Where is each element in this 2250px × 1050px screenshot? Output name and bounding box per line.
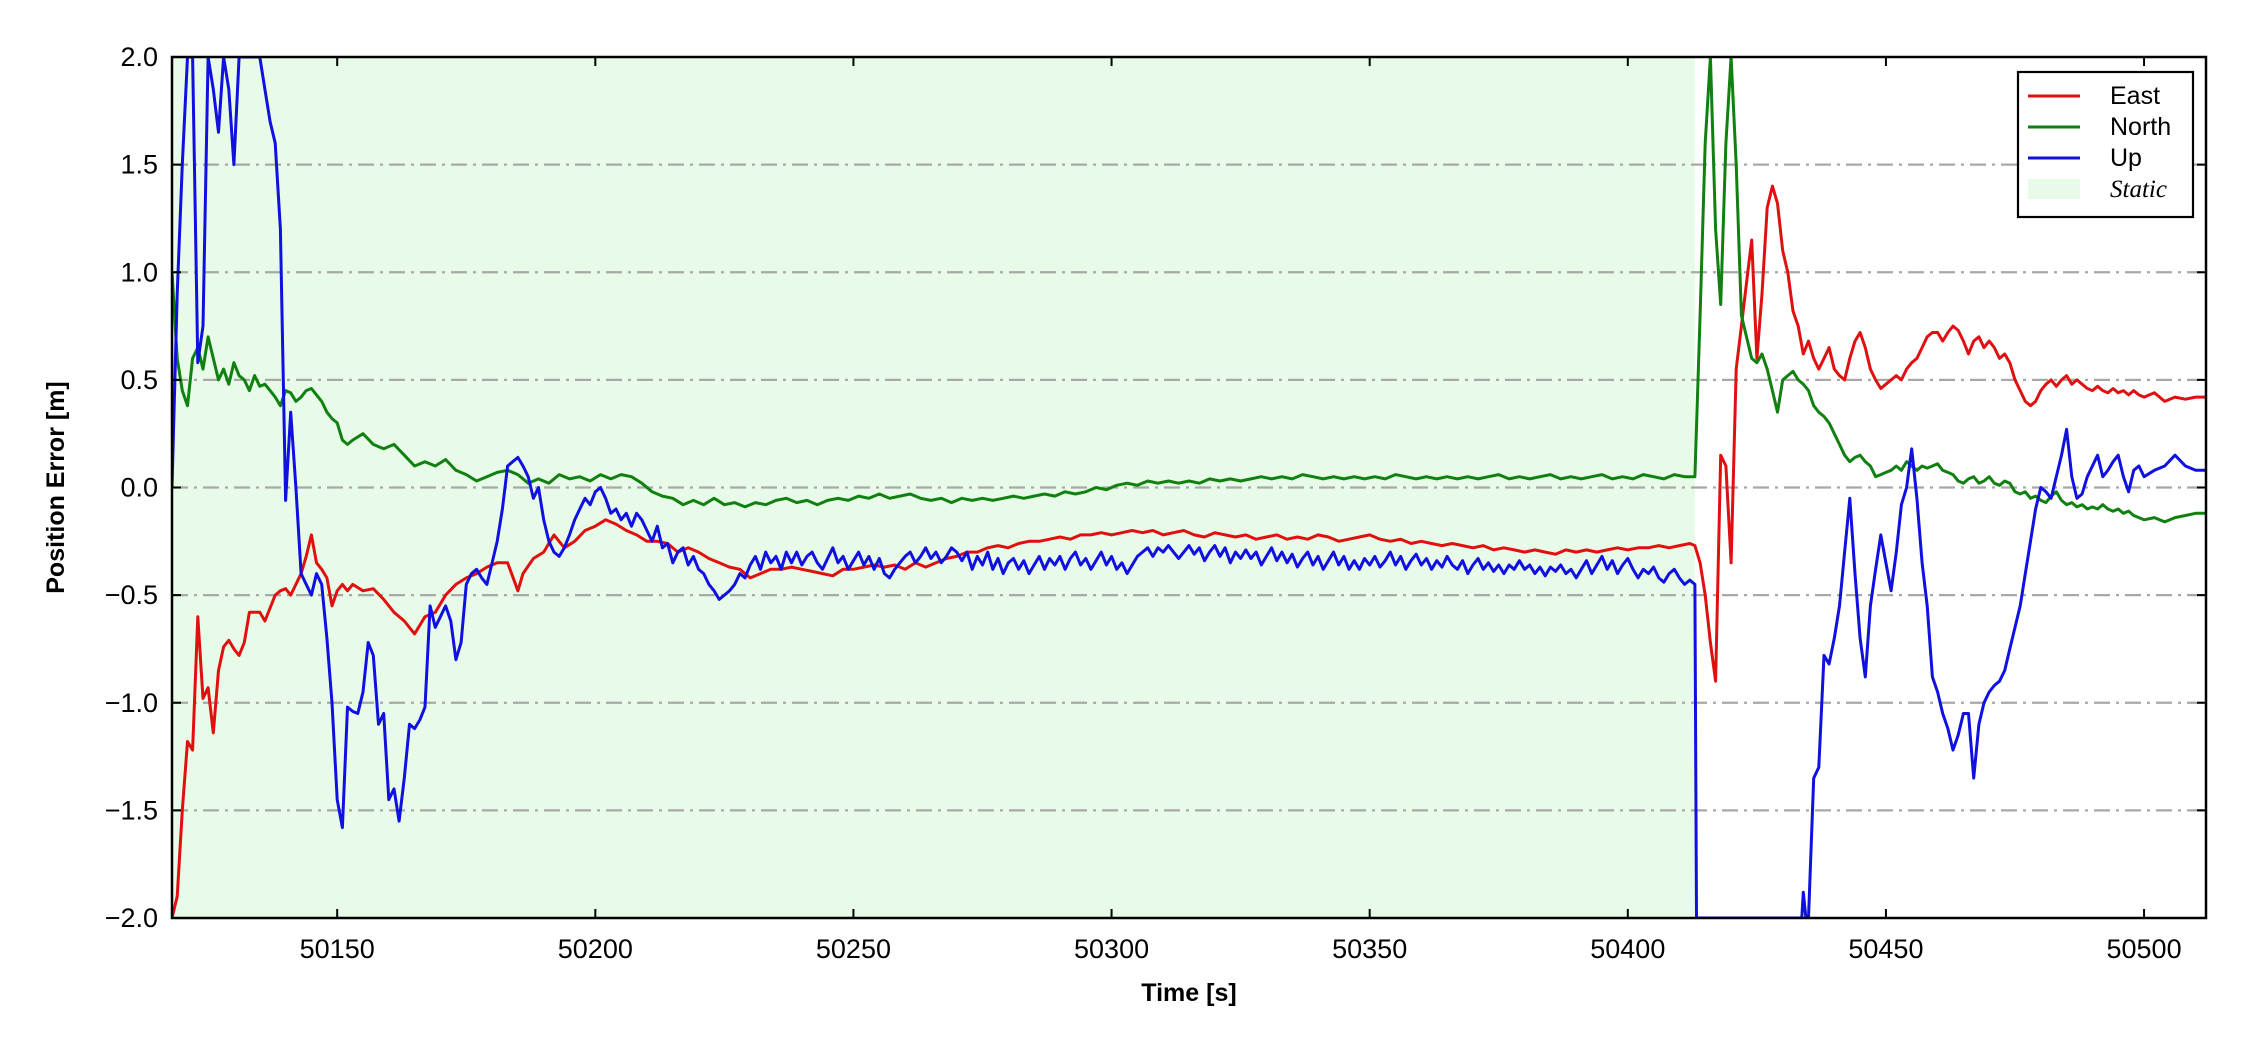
series-line-north — [172, 57, 2206, 524]
series-lines — [172, 57, 2206, 918]
series-line-east — [172, 184, 2206, 918]
legend-label-north: North — [2110, 113, 2171, 141]
axis-ticks: −2.0 −1.5 −1.0 −0.5 0.0 0.5 1.0 1.5 2.0 50150 5020… — [105, 42, 2206, 964]
legend-label-up: Up — [2110, 144, 2142, 172]
y-axis-label: Position Error [m] — [42, 381, 70, 594]
x-tick-label: 50500 — [2107, 934, 2182, 964]
x-tick-label: 50350 — [1332, 934, 1407, 964]
legend-swatch-static — [2028, 179, 2080, 199]
y-tick-label: −1.0 — [105, 688, 158, 718]
x-tick-label: 50300 — [1074, 934, 1149, 964]
series-line-up — [172, 57, 2206, 918]
y-tick-label: 0.0 — [120, 473, 158, 503]
x-tick-label: 50150 — [300, 934, 375, 964]
x-axis-label: Time [s] — [1141, 979, 1236, 1007]
y-tick-label: 2.0 — [120, 42, 158, 72]
x-tick-label: 50250 — [816, 934, 891, 964]
y-tick-label: −2.0 — [105, 903, 158, 933]
x-tick-label: 50450 — [1848, 934, 1923, 964]
y-tick-label: 0.5 — [120, 365, 158, 395]
legend-label-east: East — [2110, 82, 2160, 110]
y-tick-label: 1.0 — [120, 257, 158, 287]
grid-lines — [172, 163, 2206, 812]
y-tick-label: 1.5 — [120, 150, 158, 180]
legend-label-static: Static — [2110, 176, 2167, 203]
legend: East North Up Static — [2016, 70, 2195, 219]
x-tick-label: 50200 — [558, 934, 633, 964]
y-tick-label: −0.5 — [105, 580, 158, 610]
y-tick-label: −1.5 — [105, 795, 158, 825]
x-tick-label: 50400 — [1590, 934, 1665, 964]
